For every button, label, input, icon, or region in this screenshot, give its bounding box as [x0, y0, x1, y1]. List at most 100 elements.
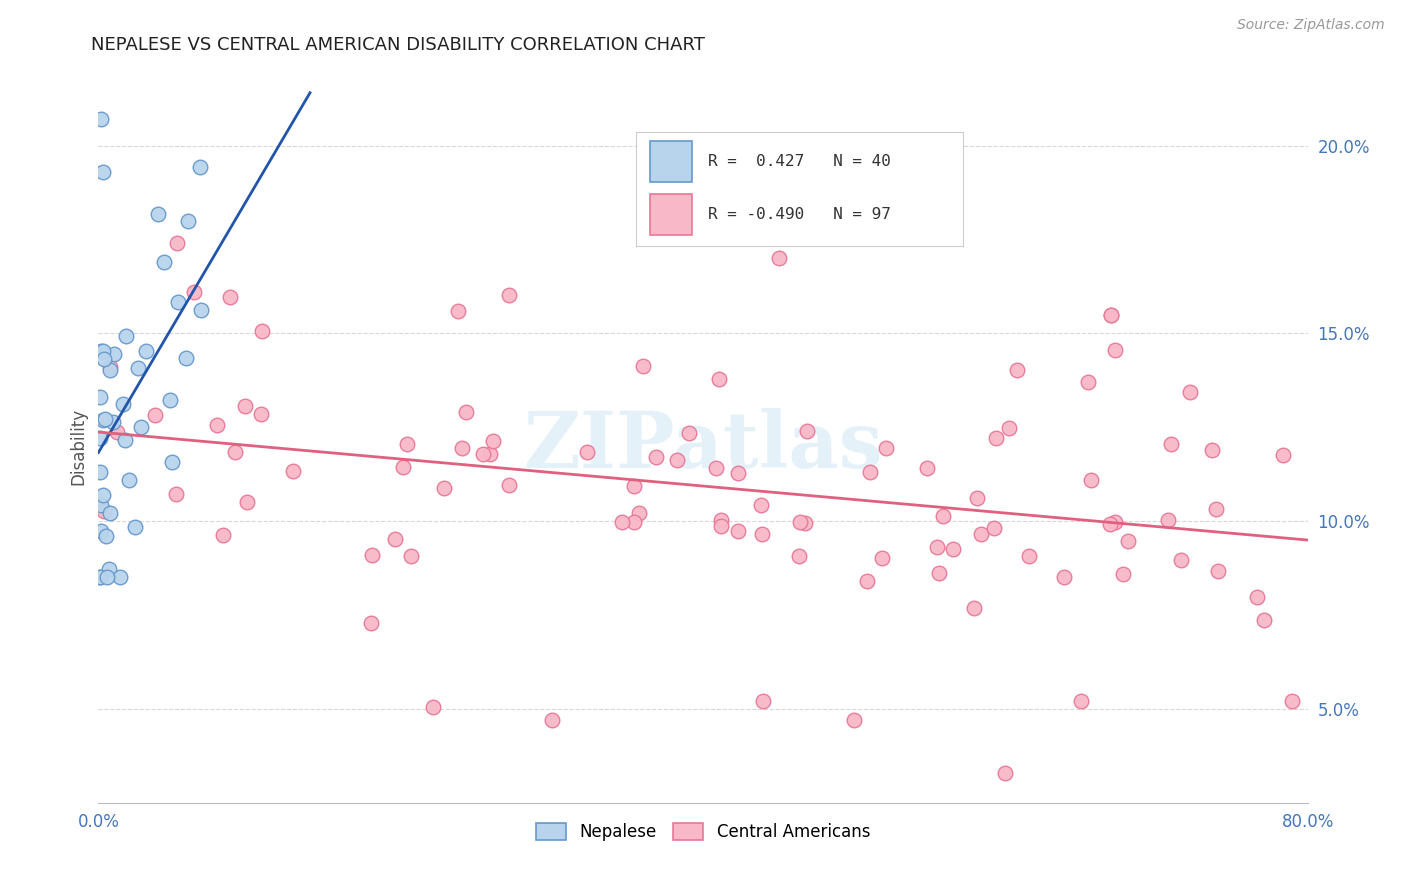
Point: [925, 540, 948, 554]
Text: NEPALESE VS CENTRAL AMERICAN DISABILITY CORRELATION CHART: NEPALESE VS CENTRAL AMERICAN DISABILITY …: [91, 36, 706, 54]
Point: [105, 425, 128, 440]
Point: [983, 520, 1005, 534]
Point: [450, 442, 472, 456]
Point: [768, 251, 790, 265]
Point: [1116, 534, 1139, 549]
Point: [165, 487, 187, 501]
Point: [1104, 515, 1126, 529]
Point: [205, 418, 228, 433]
Point: [153, 254, 176, 268]
Point: [498, 288, 520, 302]
Point: [627, 506, 650, 520]
Point: [395, 437, 418, 451]
Point: [93, 504, 115, 518]
Point: [167, 295, 190, 310]
Point: [98, 562, 121, 576]
Point: [727, 524, 749, 538]
Point: [100, 359, 122, 374]
Point: [1007, 362, 1029, 376]
Point: [751, 527, 773, 541]
Point: [146, 207, 169, 221]
Point: [623, 515, 645, 529]
Point: [1077, 375, 1099, 389]
Point: [94, 529, 117, 543]
Point: [932, 509, 955, 524]
Point: [917, 460, 939, 475]
Point: [391, 460, 413, 475]
Point: [1018, 549, 1040, 563]
Point: [166, 236, 188, 251]
Point: [90, 524, 112, 538]
Point: [91, 413, 114, 427]
Point: [1160, 437, 1182, 451]
Point: [98, 507, 121, 521]
Point: [994, 765, 1017, 780]
Point: [666, 453, 689, 467]
Point: [844, 713, 866, 727]
Point: [188, 160, 211, 174]
Point: [928, 566, 950, 580]
Point: [789, 516, 811, 530]
Point: [576, 444, 599, 458]
Point: [433, 481, 456, 495]
Point: [176, 351, 198, 365]
Point: [115, 329, 138, 343]
Point: [1246, 591, 1268, 605]
Y-axis label: Disability: Disability: [69, 408, 87, 484]
Point: [787, 549, 810, 563]
Point: [94, 411, 117, 425]
Point: [859, 465, 882, 479]
Point: [224, 445, 246, 459]
Text: ZIPatlas: ZIPatlas: [523, 408, 883, 484]
Point: [963, 601, 986, 615]
Point: [250, 324, 273, 338]
Point: [90, 343, 112, 358]
Point: [1208, 564, 1230, 578]
Point: [177, 214, 200, 228]
Point: [610, 515, 633, 529]
Point: [212, 527, 235, 541]
Point: [90, 112, 112, 127]
Point: [422, 699, 444, 714]
Point: [1070, 694, 1092, 708]
Point: [856, 574, 879, 589]
Point: [498, 477, 520, 491]
Point: [103, 347, 125, 361]
Point: [89, 465, 111, 479]
Point: [478, 447, 501, 461]
Point: [1272, 448, 1295, 462]
Point: [966, 491, 988, 505]
Point: [456, 405, 478, 419]
Point: [114, 433, 136, 447]
Point: [998, 421, 1021, 435]
Point: [250, 407, 273, 421]
Point: [1157, 512, 1180, 526]
Point: [103, 415, 125, 429]
Point: [942, 542, 965, 557]
Point: [91, 343, 114, 358]
Point: [794, 516, 817, 530]
Point: [1178, 384, 1201, 399]
Point: [89, 431, 111, 445]
Point: [623, 479, 645, 493]
Point: [710, 512, 733, 526]
Point: [90, 498, 112, 512]
Point: [796, 424, 818, 438]
Point: [91, 488, 114, 502]
Point: [870, 550, 893, 565]
Point: [704, 461, 727, 475]
Point: [91, 165, 114, 179]
Point: [124, 520, 146, 534]
Point: [118, 473, 141, 487]
Point: [1104, 343, 1126, 357]
Point: [89, 570, 111, 584]
Point: [970, 527, 993, 541]
Point: [190, 303, 212, 318]
Point: [160, 455, 183, 469]
Point: [89, 390, 111, 404]
Point: [1253, 613, 1275, 627]
Point: [111, 397, 134, 411]
Point: [678, 426, 700, 441]
Point: [127, 360, 149, 375]
Point: [875, 442, 897, 456]
